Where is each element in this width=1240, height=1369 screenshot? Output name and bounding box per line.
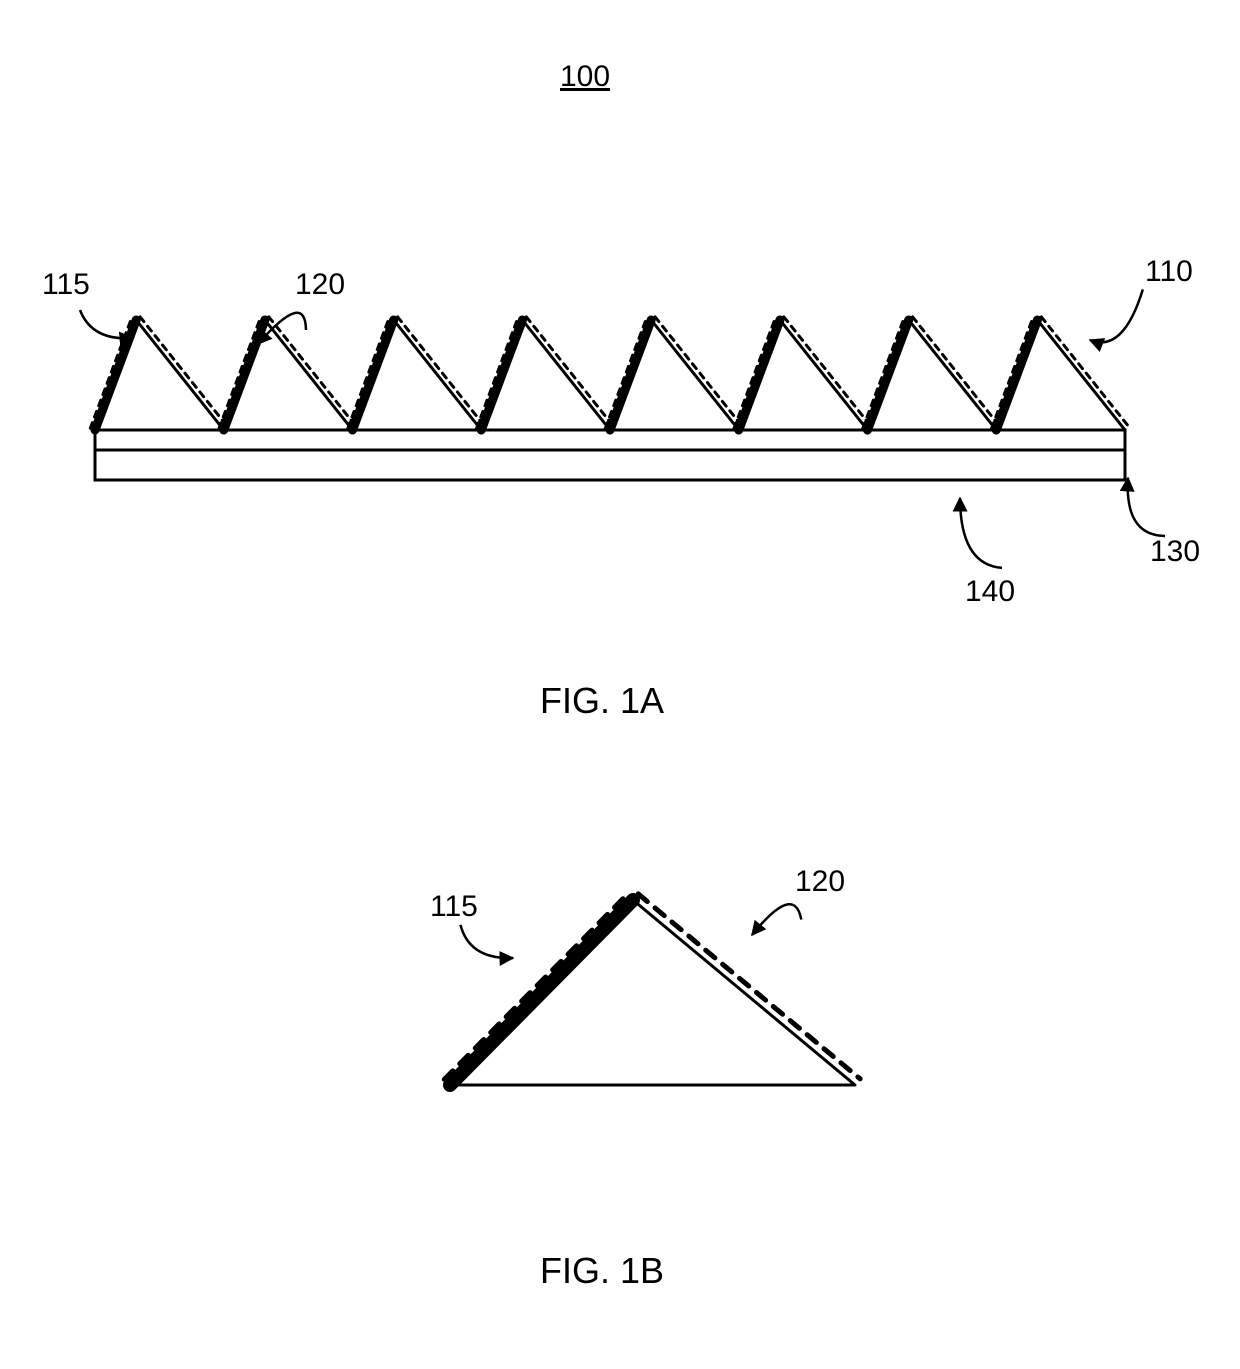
figure-1a-svg <box>0 0 1240 700</box>
label-120-a: 120 <box>295 268 345 302</box>
label-130: 130 <box>1150 535 1200 569</box>
label-115-a: 115 <box>42 268 90 302</box>
label-140: 140 <box>965 575 1015 609</box>
label-115-b: 115 <box>430 890 478 924</box>
label-120-b: 120 <box>795 865 845 899</box>
caption-fig-1b: FIG. 1B <box>540 1250 664 1292</box>
caption-fig-1a: FIG. 1A <box>540 680 664 722</box>
figure-1b-svg <box>0 760 1240 1260</box>
label-110: 110 <box>1145 255 1193 289</box>
